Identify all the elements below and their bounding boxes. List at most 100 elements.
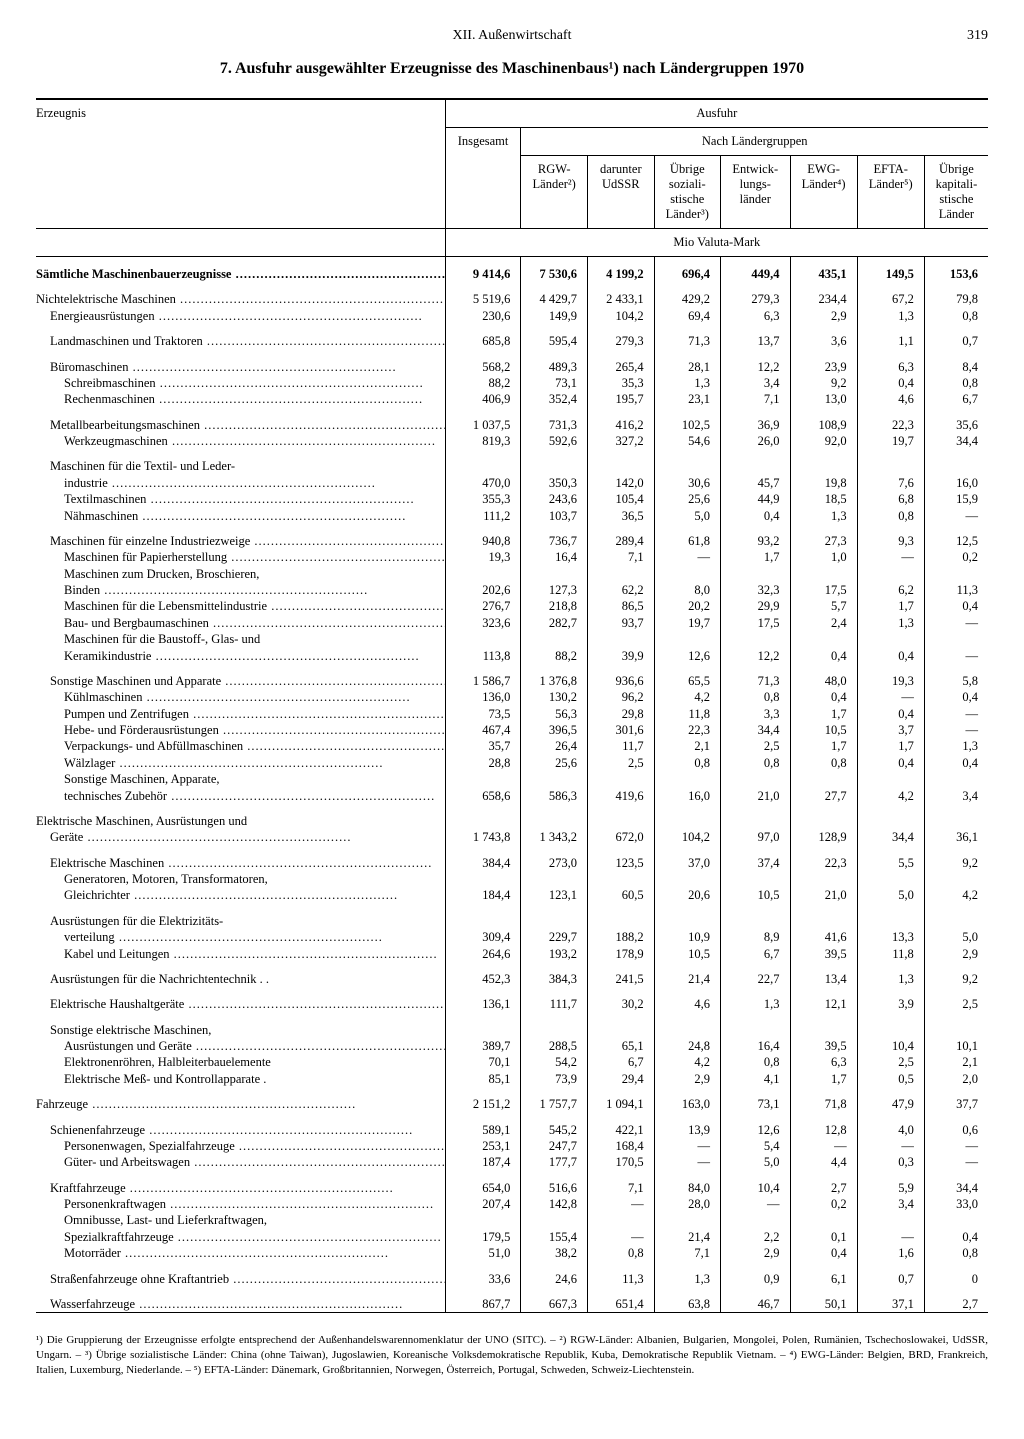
table-row: Maschinen zum Drucken, Broschieren, — [36, 566, 988, 582]
cell: 10,1 — [924, 1038, 988, 1054]
table-row: Ausrüstungen und Geräte389,7288,565,124,… — [36, 1038, 988, 1054]
cell: 2,0 — [924, 1071, 988, 1087]
cell — [720, 449, 790, 474]
cell: 73,9 — [521, 1071, 588, 1087]
table-row: Sonstige elektrische Maschinen, — [36, 1013, 988, 1038]
cell: 1,7 — [857, 598, 924, 614]
cell: 0,8 — [720, 755, 790, 771]
table-row: Maschinen für die Lebensmittelindustrie2… — [36, 598, 988, 614]
cell: 1,3 — [654, 1262, 720, 1287]
row-label: Maschinen für die Textil- und Leder- — [36, 449, 445, 474]
cell: 188,2 — [588, 929, 655, 945]
cell: 22,3 — [654, 722, 720, 738]
cell: 449,4 — [720, 257, 790, 283]
cell: 2,5 — [857, 1054, 924, 1070]
cell: 1,7 — [790, 738, 857, 754]
table-row: Sämtliche Maschinenbauerzeugnisse9 414,6… — [36, 257, 988, 283]
cell: 35,7 — [445, 738, 521, 754]
cell: 253,1 — [445, 1138, 521, 1154]
cell: 592,6 — [521, 433, 588, 449]
table-row: Elektrische Maschinen, Ausrüstungen und — [36, 804, 988, 829]
cell: 37,4 — [720, 846, 790, 871]
cell: 1,3 — [857, 962, 924, 987]
cell: 11,7 — [588, 738, 655, 754]
cell — [445, 566, 521, 582]
cell: 651,4 — [588, 1287, 655, 1313]
cell: 23,9 — [790, 350, 857, 375]
row-label: Schreibmaschinen — [36, 375, 445, 391]
table-row: Ausrüstungen für die Elektrizitäts- — [36, 904, 988, 929]
cell: 1,6 — [857, 1245, 924, 1261]
cell: 568,2 — [445, 350, 521, 375]
cell: 12,1 — [790, 987, 857, 1012]
cell: 0,1 — [790, 1229, 857, 1245]
cell: 0,8 — [654, 755, 720, 771]
cell: 2,1 — [924, 1054, 988, 1070]
cell: 1,3 — [857, 308, 924, 324]
cell: 5,8 — [924, 664, 988, 689]
cell: 288,5 — [521, 1038, 588, 1054]
cell: 4,2 — [924, 887, 988, 903]
cell: 34,4 — [924, 433, 988, 449]
table-row: Nichtelektrische Maschinen5 519,64 429,7… — [36, 282, 988, 307]
cell: 60,5 — [588, 887, 655, 903]
cell: 142,8 — [521, 1196, 588, 1212]
table-row: Energieausrüstungen230,6149,9104,269,46,… — [36, 308, 988, 324]
cell: 4 199,2 — [588, 257, 655, 283]
cell — [654, 1013, 720, 1038]
cell: 44,9 — [720, 491, 790, 507]
cell — [445, 631, 521, 647]
cell: 0,4 — [790, 1245, 857, 1261]
cell: 111,7 — [521, 987, 588, 1012]
row-label: Güter- und Arbeitswagen — [36, 1154, 445, 1170]
row-label: Generatoren, Motoren, Transformatoren, — [36, 871, 445, 887]
cell: 136,0 — [445, 689, 521, 705]
cell: 0 — [924, 1262, 988, 1287]
cell — [857, 871, 924, 887]
cell: 193,2 — [521, 946, 588, 962]
row-label: Gleichrichter — [36, 887, 445, 903]
col-c2: darunterUdSSR — [588, 156, 655, 229]
cell: 10,4 — [720, 1171, 790, 1196]
cell: 0,6 — [924, 1113, 988, 1138]
cell: 10,5 — [790, 722, 857, 738]
cell — [790, 631, 857, 647]
table-row: industrie470,0350,3142,030,645,719,87,61… — [36, 475, 988, 491]
cell: 149,9 — [521, 308, 588, 324]
cell: 1,7 — [790, 706, 857, 722]
cell: 1,0 — [790, 549, 857, 565]
cell: 104,2 — [654, 829, 720, 845]
cell: — — [924, 706, 988, 722]
cell: 111,2 — [445, 508, 521, 524]
cell — [720, 1212, 790, 1228]
cell: 149,5 — [857, 257, 924, 283]
cell: 8,9 — [720, 929, 790, 945]
table-row: Kabel und Leitungen264,6193,2178,910,56,… — [36, 946, 988, 962]
row-label: Fahrzeuge — [36, 1087, 445, 1112]
cell: 672,0 — [588, 829, 655, 845]
cell: 20,6 — [654, 887, 720, 903]
cell: 13,3 — [857, 929, 924, 945]
cell: 350,3 — [521, 475, 588, 491]
cell: 21,0 — [720, 788, 790, 804]
cell: 309,4 — [445, 929, 521, 945]
cell: 12,6 — [720, 1113, 790, 1138]
cell — [521, 871, 588, 887]
table-row: Kühlmaschinen136,0130,296,24,20,80,4—0,4 — [36, 689, 988, 705]
cell: 3,4 — [857, 1196, 924, 1212]
row-label: Bau- und Bergbaumaschinen — [36, 615, 445, 631]
cell: 155,4 — [521, 1229, 588, 1245]
row-label: Personenkraftwagen — [36, 1196, 445, 1212]
cell: 23,1 — [654, 391, 720, 407]
cell — [588, 904, 655, 929]
cell: — — [654, 1154, 720, 1170]
cell: 29,8 — [588, 706, 655, 722]
cell — [790, 1212, 857, 1228]
cell — [790, 566, 857, 582]
row-label: Metallbearbeitungsmaschinen — [36, 408, 445, 433]
table-row: Elektronenröhren, Halbleiterbauelemente7… — [36, 1054, 988, 1070]
row-label: Verpackungs- und Abfüllmaschinen — [36, 738, 445, 754]
cell: 1,3 — [790, 508, 857, 524]
cell: 184,4 — [445, 887, 521, 903]
cell — [521, 631, 588, 647]
